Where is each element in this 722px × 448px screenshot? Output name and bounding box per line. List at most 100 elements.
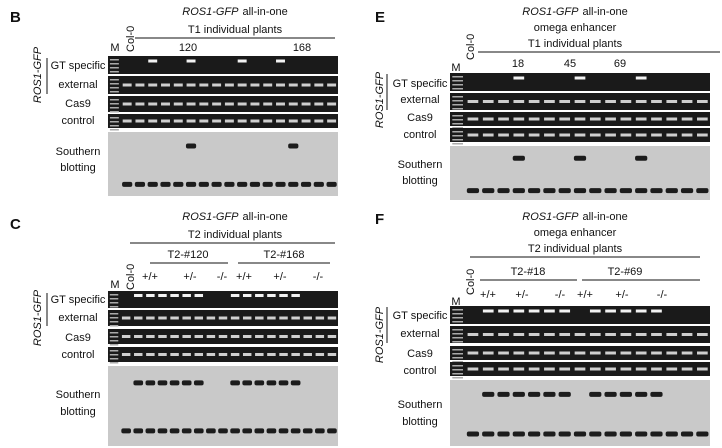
ladder-band	[452, 377, 463, 379]
ladder-band	[109, 336, 119, 338]
row-label: blotting	[402, 416, 437, 428]
southern-band	[313, 181, 324, 187]
gel-band	[146, 335, 155, 338]
row-label: control	[61, 115, 94, 127]
southern-band	[619, 431, 632, 437]
gel-band	[651, 133, 662, 137]
gel-band	[635, 133, 647, 137]
panel-title: ROS1-GFP all-in-one	[182, 6, 287, 18]
row-label: Southern	[398, 159, 443, 171]
gel-band	[301, 102, 311, 106]
southern-band	[224, 181, 235, 187]
marker-label: M	[451, 296, 460, 308]
control-label: Col-0	[125, 264, 137, 290]
gel-band	[194, 335, 204, 338]
gel-band	[199, 119, 209, 123]
gel-band	[513, 76, 525, 80]
gel-band	[224, 83, 234, 87]
gel-band	[620, 133, 632, 137]
southern-band	[680, 188, 694, 194]
gel-band	[250, 83, 260, 87]
marker-label: M	[451, 62, 460, 74]
ladder-band	[452, 333, 463, 335]
row-label: GT specific	[393, 310, 448, 322]
row-label: control	[403, 129, 436, 141]
gel-band	[482, 133, 494, 137]
southern-band	[665, 188, 678, 194]
gel-band	[250, 119, 260, 123]
gel-band	[237, 83, 247, 87]
gel-band	[279, 316, 288, 320]
panel-subtitle: omega enhancer	[534, 22, 617, 34]
ladder-band	[452, 88, 463, 90]
genotype-label: -/-	[313, 271, 324, 283]
southern-band	[145, 380, 156, 386]
southern-band	[635, 431, 648, 437]
gel-band	[528, 351, 540, 355]
ladder-band	[109, 121, 119, 123]
ladder-band	[452, 123, 463, 125]
gel-band	[276, 119, 285, 123]
gel-band	[467, 333, 479, 336]
gel-band	[559, 367, 571, 371]
southern-band	[558, 391, 571, 397]
gel-band	[173, 102, 183, 106]
gel-band	[134, 353, 143, 356]
gel-band	[303, 335, 312, 338]
southern-band	[604, 391, 617, 397]
gel-band	[513, 333, 525, 336]
southern-band	[497, 188, 510, 194]
ladder-band	[109, 302, 119, 304]
southern-band	[482, 188, 495, 194]
southern-band	[665, 431, 678, 437]
row-label: control	[403, 365, 436, 377]
side-label: ROS1-GFP	[374, 71, 386, 128]
gel-band	[255, 294, 264, 297]
panel-subtitle: omega enhancer	[534, 227, 617, 239]
gel-band	[605, 367, 616, 371]
gel-band	[574, 367, 586, 371]
gel-band	[230, 294, 240, 297]
ladder-band	[452, 127, 463, 129]
gel-band	[666, 333, 678, 336]
gel-band	[170, 335, 179, 338]
ladder-band	[109, 91, 119, 93]
gel-band	[263, 119, 273, 123]
panel-subtitle: T1 individual plants	[188, 24, 283, 36]
southern-band	[266, 380, 277, 386]
gel-band	[301, 119, 311, 123]
gel-band	[513, 133, 525, 137]
ladder-band	[452, 115, 463, 117]
southern-band	[218, 428, 228, 434]
ladder-band	[452, 100, 463, 102]
gel-band	[574, 133, 586, 137]
gel-band	[230, 316, 240, 320]
gel-band	[327, 316, 337, 320]
gel-band	[122, 119, 132, 123]
gel-band	[666, 100, 678, 103]
southern-band	[696, 188, 709, 194]
gel-band	[291, 316, 300, 320]
row-label: control	[61, 349, 94, 361]
gel-band	[267, 353, 276, 356]
gel-band	[681, 100, 693, 103]
gel-band	[620, 367, 632, 371]
gel-band	[303, 316, 312, 320]
gel-band	[263, 83, 273, 87]
southern-band	[173, 181, 184, 187]
southern-band	[157, 380, 168, 386]
gel-band	[148, 102, 158, 106]
gel-band	[544, 351, 555, 355]
ladder-band	[452, 357, 463, 359]
gel-band	[161, 83, 170, 87]
gel-band	[212, 83, 222, 87]
southern-band	[680, 431, 694, 437]
side-label: ROS1-GFP	[374, 306, 386, 363]
ladder-band	[452, 353, 463, 355]
gel-band	[267, 316, 276, 320]
gel-band	[199, 102, 209, 106]
southern-band	[558, 431, 571, 437]
southern-band	[249, 181, 261, 187]
gel-band	[559, 351, 571, 355]
